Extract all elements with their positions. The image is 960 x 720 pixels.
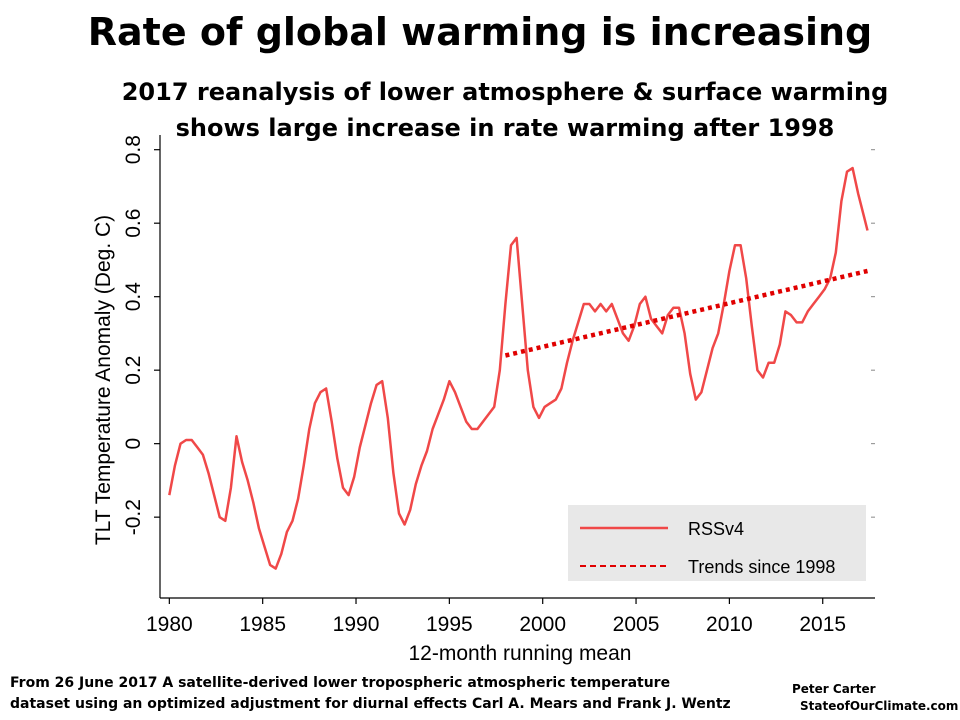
chart-legend: RSSv4 Trends since 1998 (568, 505, 866, 581)
series-trend-line (504, 268, 869, 358)
x-tick-label: 1985 (239, 613, 286, 636)
slide-title: Rate of global warming is increasing (87, 10, 873, 54)
x-tick-label: 2005 (613, 613, 660, 636)
author-website: StateofOurClimate.com (800, 699, 959, 713)
y-tick-label: 0.2 (122, 356, 145, 385)
x-tick-label: 1995 (426, 613, 473, 636)
source-citation-line1: From 26 June 2017 A satellite-derived lo… (10, 675, 671, 691)
x-tick-label: 2015 (799, 613, 846, 636)
author-name: Peter Carter (792, 682, 876, 696)
series-layer (168, 166, 869, 570)
legend-box (568, 505, 866, 581)
slide-subtitle-line1: 2017 reanalysis of lower atmosphere & su… (121, 78, 889, 106)
legend-label-trend: Trends since 1998 (688, 557, 835, 577)
y-tick-label: -0.2 (122, 499, 145, 535)
x-tick-label: 1980 (146, 613, 193, 636)
plot-area (159, 135, 875, 599)
x-tick-label: 2010 (706, 613, 753, 636)
y-tick-label: 0.6 (122, 209, 145, 238)
y-axis-label: TLT Temperature Anomaly (Deg. C) (92, 215, 115, 545)
x-tick-label: 1990 (333, 613, 380, 636)
author-credit: Peter Carter StateofOurClimate.com (792, 681, 959, 715)
source-citation: From 26 June 2017 A satellite-derived lo… (10, 673, 750, 715)
x-tick-label: 2000 (519, 613, 566, 636)
x-axis-label: 12-month running mean (409, 642, 632, 665)
slide-subtitle-line2: shows large increase in rate warming aft… (175, 114, 835, 142)
y-tick-label: 0.8 (122, 135, 145, 164)
source-citation-line2: dataset using an optimized adjustment fo… (10, 696, 731, 712)
x-axis: 1980 1985 1990 1995 2000 2005 2010 2015 (146, 598, 846, 636)
y-tick-label: 0.4 (122, 282, 145, 312)
y-tick-label: 0 (122, 438, 145, 450)
y-axis: -0.2 0 0.2 0.4 0.6 0.8 (122, 135, 875, 535)
series-rssv4-line (168, 166, 869, 570)
legend-label-rssv4: RSSv4 (688, 519, 744, 539)
